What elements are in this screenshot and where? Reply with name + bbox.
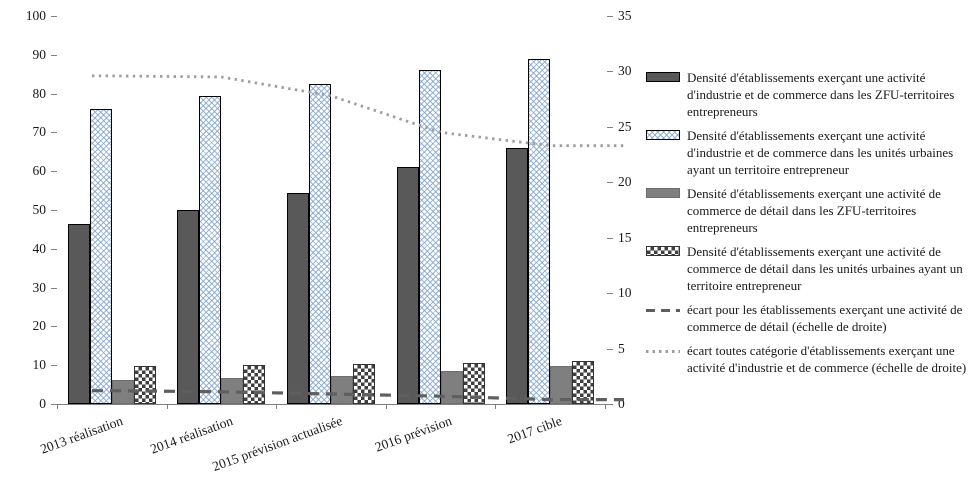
y-axis-left-tick-label: 30 [32, 279, 47, 295]
y-axis-left-tick [51, 132, 57, 134]
y-axis-left-tick [51, 248, 57, 250]
bar-checker-3 [462, 362, 485, 404]
y-axis-right-tick [607, 237, 613, 239]
y-axis-right-tick-label: 20 [618, 174, 632, 190]
x-axis-category-label: 2014 réalisation [148, 413, 235, 457]
legend-label: Densité d'établissements exerçant une ac… [687, 70, 955, 119]
x-axis-tick [605, 404, 606, 409]
y-axis-left-tick [51, 93, 57, 95]
x-axis-line [57, 404, 613, 405]
legend-item: Densité d'établissements exerçant une ac… [646, 185, 974, 236]
bar-gray-0 [111, 380, 134, 404]
bar-gray-1 [221, 378, 244, 404]
y-axis-right-tick-label: 15 [618, 229, 632, 245]
legend-item: écart pour les établissements exerçant u… [646, 301, 974, 335]
bar-checker-0 [133, 366, 156, 404]
legend-marker-dotted-line-icon [646, 350, 680, 353]
legend-item: Densité d'établissements exerçant une ac… [646, 127, 974, 178]
legend-label: écart pour les établissements exerçant u… [687, 302, 963, 334]
y-axis-left-tick-label: 20 [32, 318, 47, 334]
y-axis-right-tick-label: 0 [618, 396, 625, 411]
y-axis-right-tick-label: 35 [618, 8, 632, 23]
legend-marker-checker-bar-icon [646, 246, 680, 256]
y-axis-left-tick [51, 326, 57, 328]
y-axis-right-tick-label: 5 [618, 340, 625, 356]
chart-legend: Densité d'établissements exerçant une ac… [646, 69, 974, 376]
bar-dark-3 [396, 167, 419, 404]
legend-marker-gray-bar-icon [646, 188, 680, 198]
y-axis-left-tick [51, 365, 57, 367]
y-axis-left-tick [51, 404, 57, 405]
bar-checker-4 [572, 361, 595, 404]
legend-marker-dark-bar-icon [646, 72, 680, 82]
bar-dark-1 [177, 210, 200, 404]
y-axis-left-tick-label: 50 [32, 202, 47, 217]
y-axis-left-tick-label: 90 [32, 46, 47, 62]
bar-bluehatch-2 [309, 83, 331, 404]
y-axis-left-tick [51, 287, 57, 289]
x-axis-tick [57, 404, 58, 409]
y-axis-right-tick [607, 71, 613, 73]
legend-label: Densité d'établissements exerçant une ac… [687, 128, 954, 177]
bar-checker-2 [353, 364, 375, 404]
x-axis-tick [276, 404, 278, 409]
y-axis-right-tick [607, 16, 613, 17]
bar-dark-0 [67, 223, 90, 404]
y-axis-right-tick-label: 10 [618, 285, 632, 301]
bar-bluehatch-1 [199, 95, 222, 404]
y-axis-left-tick [51, 171, 57, 173]
legend-marker-dashed-line-icon [646, 309, 680, 312]
x-axis-category-label: 2016 prévision [372, 413, 454, 455]
legend-item: Densité d'établissements exerçant une ac… [646, 243, 974, 294]
legend-marker-bluehatch-bar-icon [646, 130, 680, 140]
y-axis-left-tick-label: 80 [32, 85, 47, 101]
x-axis-tick [166, 404, 168, 409]
x-axis-tick [495, 404, 497, 409]
y-axis-right-tick [607, 404, 613, 405]
legend-item: écart toutes catégorie d'établissements … [646, 342, 974, 376]
bar-dark-2 [287, 192, 309, 404]
bar-dark-4 [506, 147, 529, 404]
y-axis-left-tick-label: 40 [32, 240, 47, 256]
y-axis-left-tick-label: 100 [25, 8, 46, 23]
y-axis-right-tick [607, 293, 613, 295]
bar-bluehatch-0 [89, 109, 112, 404]
bar-bluehatch-3 [418, 70, 441, 404]
y-axis-right-tick [607, 182, 613, 184]
bar-gray-3 [440, 370, 463, 404]
y-axis-left-tick-label: 0 [39, 396, 46, 411]
x-axis-category-label: 2017 cible [504, 413, 564, 447]
legend-label: Densité d'établissements exerçant une ac… [687, 186, 941, 235]
y-axis-right-tick [607, 126, 613, 128]
bar-gray-4 [550, 365, 573, 404]
y-axis-left-tick-label: 60 [32, 163, 47, 179]
y-axis-right-tick [607, 348, 613, 350]
y-axis-left-tick [51, 210, 57, 211]
bar-gray-2 [331, 376, 353, 404]
legend-label: écart toutes catégorie d'établissements … [687, 343, 967, 375]
legend-item: Densité d'établissements exerçant une ac… [646, 69, 974, 120]
y-axis-left-tick [51, 54, 57, 56]
y-axis-left-tick [51, 16, 57, 17]
x-axis-tick [385, 404, 387, 409]
bar-checker-1 [243, 365, 266, 404]
y-axis-left-tick-label: 70 [32, 124, 47, 140]
legend-label: Densité d'établissements exerçant une ac… [687, 244, 963, 293]
bar-bluehatch-4 [528, 58, 551, 404]
y-axis-left-tick-label: 10 [32, 357, 47, 373]
x-axis-category-label: 2013 réalisation [38, 413, 125, 457]
